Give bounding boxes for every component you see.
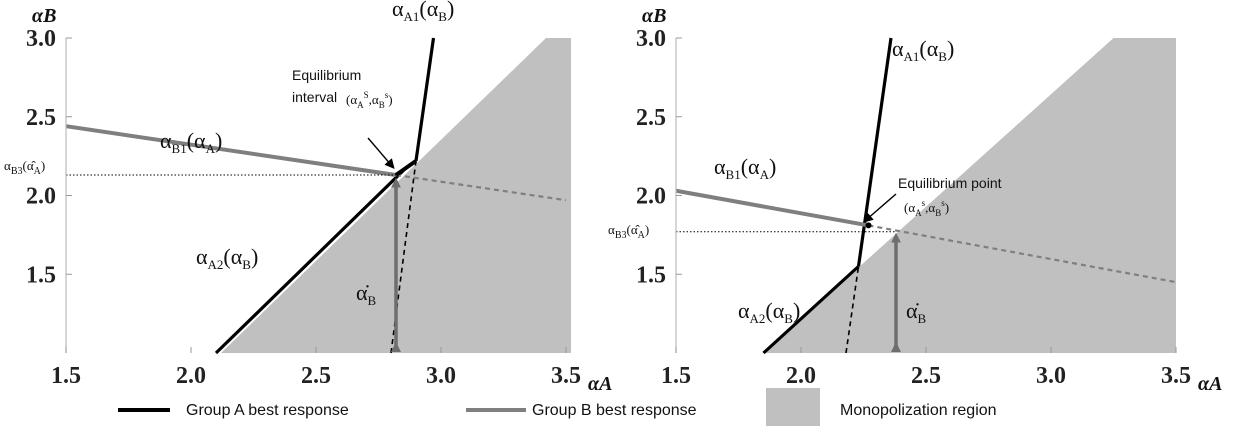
x-ticks-right: 1.5 2.0 2.5 3.0 3.5 <box>661 347 1191 389</box>
y-tick-label: 2.0 <box>26 184 56 210</box>
y-tick-label: 2.5 <box>636 105 666 131</box>
legend-swatch-region <box>766 388 820 426</box>
series-layer-left <box>65 37 567 355</box>
annotation-line1-right: Equilibrium point <box>898 175 1002 191</box>
annotation-line2-left: interval <box>292 89 337 105</box>
x-tick-label: 2.0 <box>786 363 816 389</box>
x-axis-label-right: αA <box>1198 373 1222 395</box>
annotation-line1-left: Equilibrium <box>292 67 361 83</box>
left-panel: 1.5 2.0 2.5 3.0 3.5 1.5 2.0 2.5 3.0 αB αA αA1(α… <box>4 0 612 395</box>
annotation-sub-left: (αAS,αBs) <box>346 90 393 110</box>
x-tick-label: 3.0 <box>426 363 456 389</box>
annotation-pointer-left <box>367 137 395 170</box>
x-axis-label-left: αA <box>588 373 612 395</box>
x-tick-label: 3.0 <box>1036 363 1066 389</box>
series-line-group-b-4 <box>868 224 1177 284</box>
series-line-group-a-0 <box>856 37 893 267</box>
y-tick-label: 1.5 <box>26 262 56 288</box>
legend-label-region: Monopolization region <box>840 402 997 419</box>
monopolization-region-right <box>763 38 1176 353</box>
y-tick-label: 2.5 <box>26 105 56 131</box>
series-line-group-a-1 <box>762 265 860 355</box>
annotation-sub-right: (αAs,αBs) <box>904 198 949 218</box>
legend: Group A best response Group B best respo… <box>118 388 997 426</box>
label-alpha-a1-right: αA1(αB) <box>892 36 954 64</box>
label-alpha-dot-b-right: α̇B <box>906 298 927 326</box>
x-ticks-left: 1.5 2.0 2.5 3.0 3.5 <box>51 347 581 389</box>
y-axis-label-right: αB <box>642 5 666 27</box>
x-tick-label: 3.5 <box>1161 363 1191 389</box>
x-tick-label: 3.5 <box>551 363 581 389</box>
legend-label-group-b: Group B best response <box>532 402 697 419</box>
label-alpha-a2-left: αA2(αB) <box>196 244 258 272</box>
series-line-group-b-4 <box>395 173 567 202</box>
x-tick-label: 2.0 <box>176 363 206 389</box>
series-line-group-b-3 <box>65 124 397 178</box>
series-line-group-a-0 <box>414 37 436 162</box>
label-alpha-b3-left: αB3(α̂A) <box>4 158 45 177</box>
equilibrium-point-right <box>865 222 872 229</box>
x-tick-label: 2.5 <box>301 363 331 389</box>
series-line-group-a-1 <box>214 169 405 355</box>
label-alpha-b1-right: αB1(αA) <box>714 154 776 182</box>
y-ticks-right: 1.5 2.0 2.5 3.0 <box>636 26 682 288</box>
label-alpha-b1-left: αB1(αA) <box>160 128 222 156</box>
series-layer-right <box>675 37 1177 355</box>
y-ticks-left: 1.5 2.0 2.5 3.0 <box>26 26 72 288</box>
y-tick-label: 1.5 <box>636 262 666 288</box>
legend-label-group-a: Group A best response <box>186 402 349 419</box>
right-panel: 1.5 2.0 2.5 3.0 3.5 1.5 2.0 2.5 3.0 αB αA αA1(α… <box>608 5 1222 395</box>
y-tick-label: 3.0 <box>636 26 666 52</box>
label-alpha-dot-b-left: α̇B <box>356 280 377 308</box>
annotation-pointer-right <box>862 193 897 223</box>
series-line-group-b-3 <box>675 188 869 228</box>
label-alpha-a1-left: αA1(αB) <box>392 0 454 24</box>
label-alpha-b3-right: αB3(α̂A) <box>608 222 649 241</box>
equilibrium-interval-left <box>394 159 418 177</box>
x-tick-label: 1.5 <box>661 363 691 389</box>
x-tick-label: 2.5 <box>911 363 941 389</box>
label-alpha-a2-right: αA2(αB) <box>738 298 800 326</box>
y-tick-label: 2.0 <box>636 184 666 210</box>
x-tick-label: 1.5 <box>51 363 81 389</box>
y-axis-label-left: αB <box>32 5 56 27</box>
y-tick-label: 3.0 <box>26 26 56 52</box>
series-line-group-a-2 <box>845 266 860 354</box>
